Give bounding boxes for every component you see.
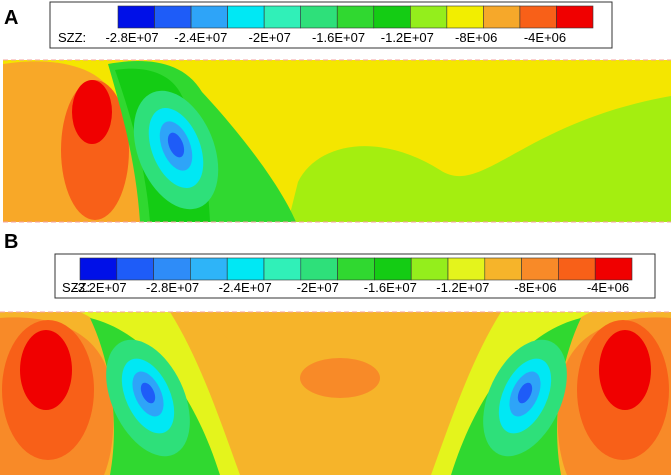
contour-b <box>0 311 671 475</box>
colorbar-box <box>483 5 521 29</box>
colorbar-box <box>263 257 302 281</box>
colorbar-box <box>336 5 375 29</box>
colorbar-box <box>79 257 118 281</box>
colorbar-box <box>337 257 375 281</box>
colorbar-box <box>153 257 191 281</box>
legend-tick-label: -1.2E+07 <box>381 30 434 45</box>
colorbar-box <box>446 5 484 29</box>
colorbar-box <box>484 257 522 281</box>
legend-tick-label: -4E+06 <box>587 280 629 295</box>
legend-tick-label: -1.6E+07 <box>312 30 365 45</box>
colorbar-box <box>226 257 265 281</box>
legend-tick-label: -2.8E+07 <box>146 280 199 295</box>
colorbar-box <box>410 5 448 29</box>
colorbar-box <box>447 257 486 281</box>
legend-tick-label: -1.6E+07 <box>364 280 417 295</box>
legend-title: SZZ: <box>58 30 86 45</box>
legend-tick-label: -2.8E+07 <box>105 30 158 45</box>
contour-a <box>3 59 671 223</box>
colorbar-box <box>521 257 559 281</box>
colorbar-box <box>558 257 596 281</box>
colorbar-box <box>556 5 594 29</box>
legend-tick-label: -2E+07 <box>297 280 339 295</box>
legend-tick-label: -8E+06 <box>514 280 556 295</box>
legend-tick-label: -3.2E+07 <box>73 280 126 295</box>
colorbar-box <box>227 5 265 29</box>
colorbar-box <box>190 257 228 281</box>
colorbar-box <box>373 5 411 29</box>
legend-tick-label: -1.2E+07 <box>436 280 489 295</box>
colorbar-box <box>117 5 155 29</box>
panel-label: B <box>4 231 18 253</box>
legend-title: SZZ: <box>62 280 90 295</box>
colorbar-box <box>300 5 338 29</box>
colorbar-box <box>154 5 192 29</box>
legend-tick-label: -2.4E+07 <box>219 280 272 295</box>
legend-tick-label: -8E+06 <box>455 30 497 45</box>
legend-tick-label: -4E+06 <box>524 30 566 45</box>
colorbar-box <box>116 257 154 281</box>
colorbar-box <box>519 5 557 29</box>
colorbar-box <box>263 5 301 29</box>
colorbar-box <box>374 257 412 281</box>
colorbar-box <box>410 257 449 281</box>
legend-tick-label: -2.4E+07 <box>174 30 227 45</box>
legend-tick-label: -2E+07 <box>249 30 291 45</box>
colorbar-box <box>594 257 633 281</box>
panel-label: A <box>4 7 18 29</box>
colorbar-box <box>300 257 338 281</box>
colorbar-box <box>190 5 228 29</box>
